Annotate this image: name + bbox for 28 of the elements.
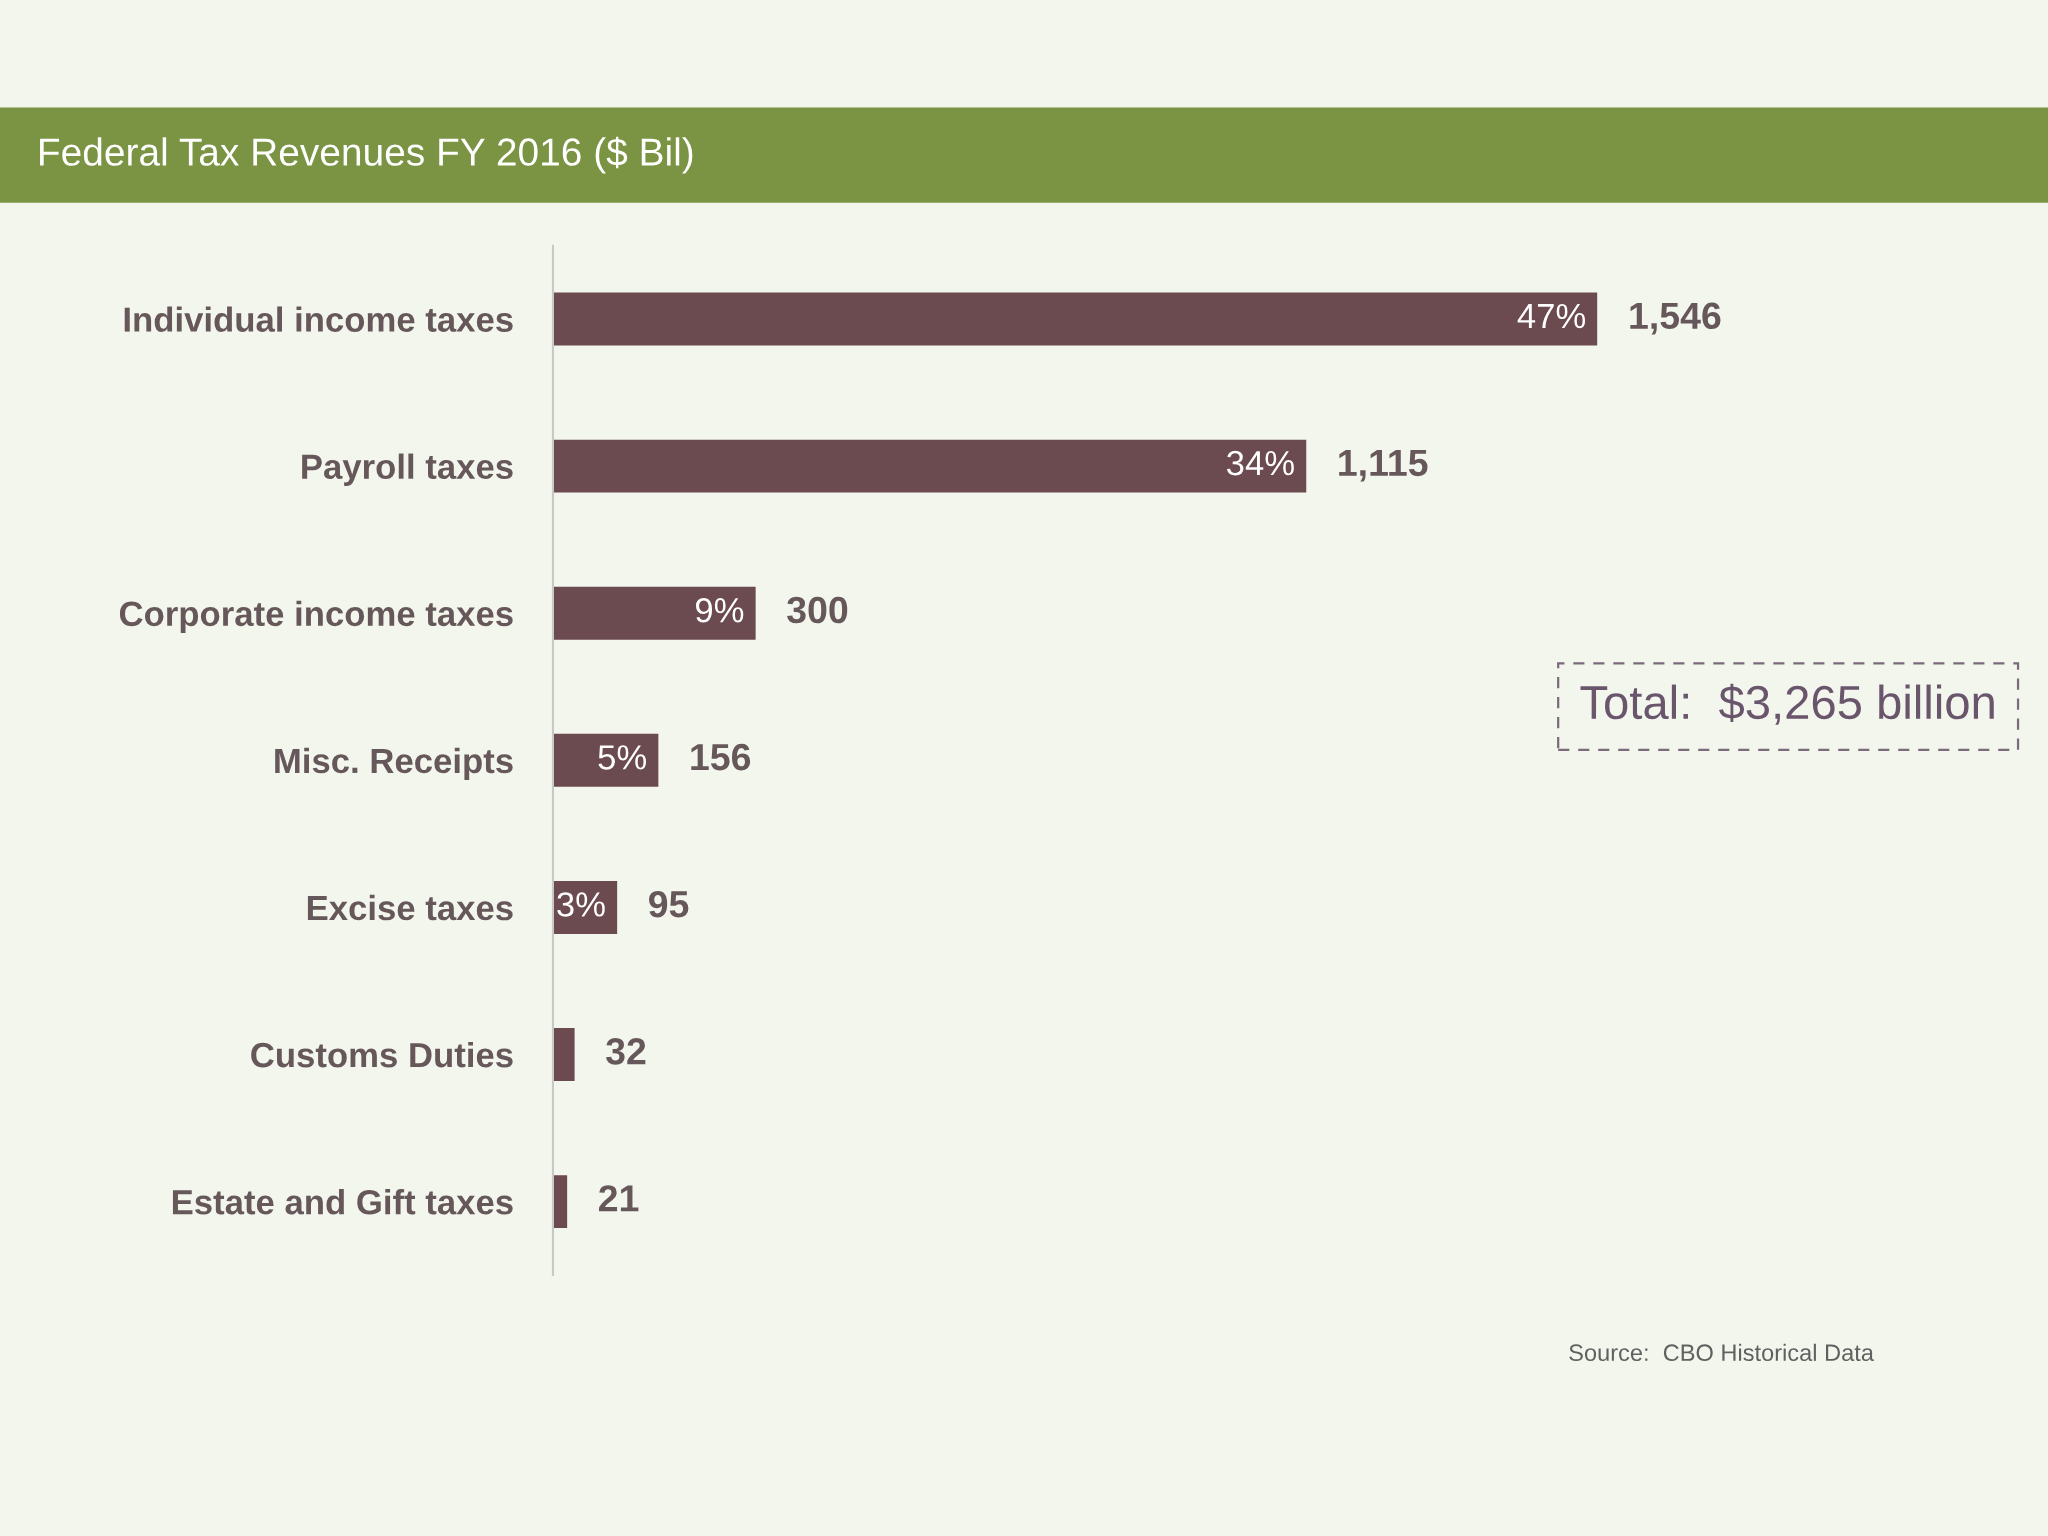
bar bbox=[552, 292, 1598, 346]
source-note: Source: CBO Historical Data bbox=[1569, 1343, 1874, 1362]
annotation: 34% bbox=[1226, 450, 1294, 476]
chart-title: Federal Tax Revenues FY 2016 ($ Bil) bbox=[40, 136, 693, 174]
data-label: 1,115 bbox=[1339, 450, 1428, 482]
data-label: 21 bbox=[599, 1185, 639, 1212]
data-label: 95 bbox=[649, 890, 689, 918]
bar bbox=[552, 1175, 568, 1229]
data-label: 32 bbox=[606, 1038, 646, 1065]
bar bbox=[552, 439, 1307, 493]
bar bbox=[552, 733, 659, 787]
annotation: 9% bbox=[695, 597, 744, 623]
data-label: 156 bbox=[691, 743, 751, 771]
bar bbox=[552, 1028, 575, 1081]
y-tick-label: Excise taxes bbox=[307, 894, 513, 921]
annotation: 47% bbox=[1517, 303, 1586, 329]
y-tick-label: Individual income taxes bbox=[124, 306, 513, 332]
y-tick-label: Misc. Receipts bbox=[275, 747, 513, 781]
y-tick-label: Corporate income taxes bbox=[119, 600, 513, 634]
y-tick-label: Payroll taxes bbox=[302, 453, 513, 486]
data-label: 1,546 bbox=[1630, 302, 1721, 335]
bar bbox=[552, 586, 756, 640]
y-tick-label: Customs Duties bbox=[251, 1041, 513, 1068]
annotation: Total: $3,265 billion bbox=[1580, 683, 1994, 725]
data-label: 300 bbox=[787, 596, 848, 624]
y-tick-label: Estate and Gift taxes bbox=[172, 1189, 513, 1215]
annotation: 5% bbox=[598, 745, 647, 770]
annotation: 3% bbox=[557, 892, 605, 917]
